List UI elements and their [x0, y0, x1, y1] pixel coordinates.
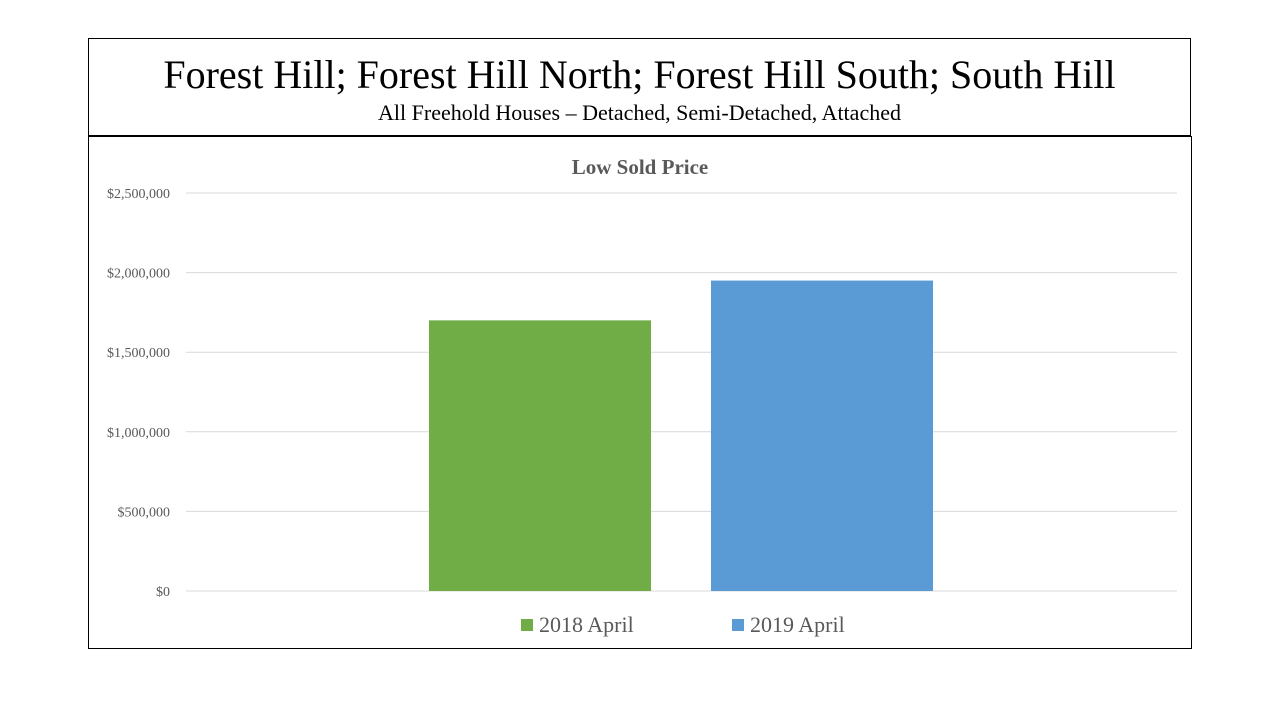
legend-swatch — [521, 619, 533, 631]
y-tick-label: $2,000,000 — [107, 267, 170, 282]
legend-label: 2018 April — [539, 612, 634, 637]
header-box: Forest Hill; Forest Hill North; Forest H… — [88, 38, 1191, 136]
page-subtitle: All Freehold Houses – Detached, Semi-Det… — [378, 100, 901, 125]
bar-chart: Low Sold Price $0 $500,000 $1,000,000 $1,50… — [107, 155, 1177, 637]
legend: 2018 April 2019 April — [521, 612, 845, 637]
legend-label: 2019 April — [750, 612, 845, 637]
y-axis-ticks: $0 $500,000 $1,000,000 $1,500,000 $2,000,000… — [107, 187, 170, 600]
legend-swatch — [732, 619, 744, 631]
page-title: Forest Hill; Forest Hill North; Forest H… — [163, 52, 1116, 97]
y-tick-label: $1,500,000 — [107, 346, 170, 361]
gridlines — [186, 192, 1177, 592]
chart-container: Low Sold Price $0 $500,000 $1,000,000 $1,50… — [88, 136, 1192, 649]
chart-title: Low Sold Price — [572, 155, 709, 179]
y-tick-label: $0 — [156, 585, 170, 600]
y-tick-label: $1,000,000 — [107, 426, 170, 441]
y-tick-label: $500,000 — [118, 505, 171, 520]
bars — [429, 280, 933, 591]
bar-2018-april — [429, 320, 651, 591]
y-tick-label: $2,500,000 — [107, 187, 170, 202]
bar-2019-april — [711, 280, 933, 591]
